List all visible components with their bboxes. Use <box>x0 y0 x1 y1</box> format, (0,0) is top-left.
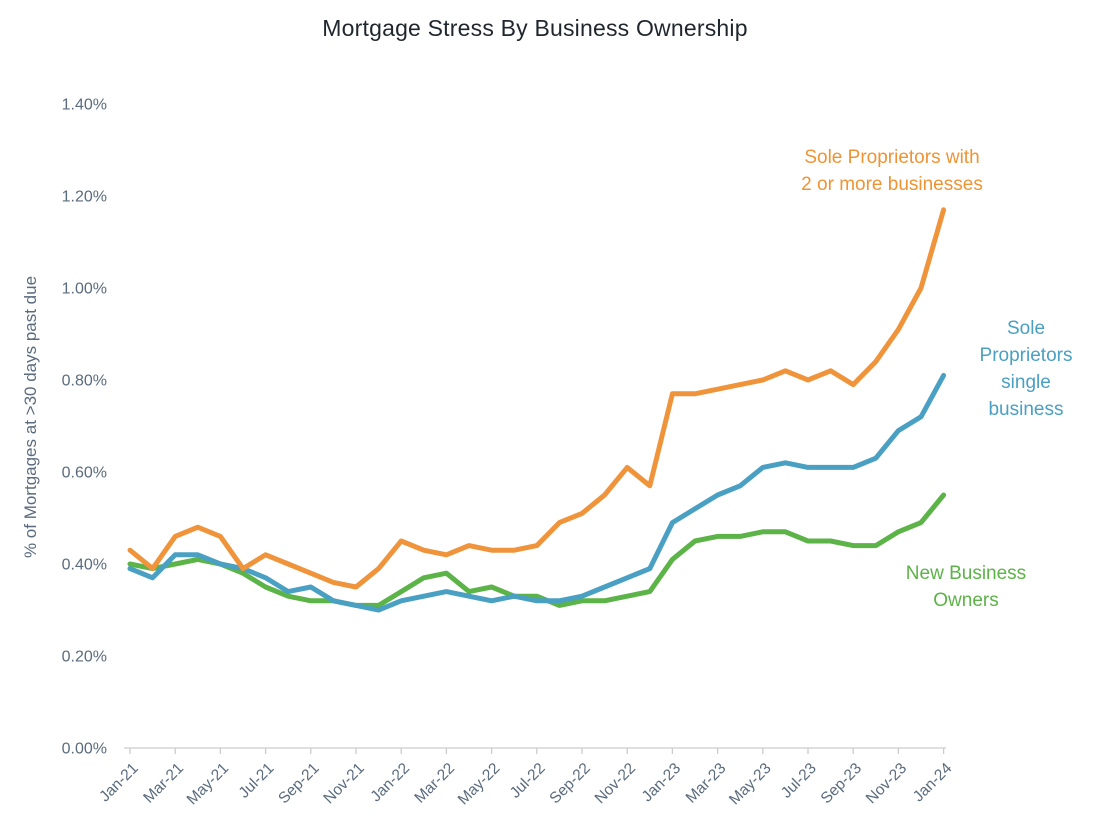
x-tick-label: Sep-23 <box>818 760 865 807</box>
y-tick-label: 0.20% <box>62 649 107 666</box>
y-tick-label: 0.60% <box>62 465 107 482</box>
x-tick-label: Nov-21 <box>320 760 367 807</box>
series-label-multi-business: Sole Proprietors with 2 or more business… <box>801 147 983 195</box>
series-label-new-business-owners: New Business Owners <box>905 563 1027 611</box>
series-line-new-business-owners <box>127 492 947 608</box>
series-line-sole-prop-multi <box>127 207 947 590</box>
x-tick-label: May-23 <box>726 760 775 809</box>
x-tick-label: Sep-22 <box>546 760 593 807</box>
x-tick-label: Mar-23 <box>683 760 730 807</box>
x-tick-label: Jul-22 <box>507 760 549 802</box>
x-tick-label: Jan-22 <box>367 760 413 806</box>
y-tick-label: 0.80% <box>62 373 107 390</box>
x-tick-label: Mar-22 <box>411 760 458 807</box>
y-axis-tick-labels: 0.00% 0.20% 0.40% 0.60% 0.80% 1.00% 1.20% 1.40% <box>62 97 107 758</box>
x-tick-label: Jan-24 <box>910 760 956 806</box>
x-tick-label: Jul-23 <box>778 760 820 802</box>
y-tick-label: 1.40% <box>62 97 107 114</box>
series-label-single-business: Sole Proprietors single business <box>979 318 1073 420</box>
x-tick-label: Jul-21 <box>236 760 278 802</box>
y-tick-label: 0.00% <box>62 741 107 758</box>
x-tick-label: Jan-21 <box>96 760 142 806</box>
x-tick-label: Nov-23 <box>863 760 910 807</box>
y-tick-label: 1.00% <box>62 281 107 298</box>
x-tick-label: Mar-21 <box>140 760 187 807</box>
y-tick-label: 0.40% <box>62 557 107 574</box>
y-tick-label: 1.20% <box>62 189 107 206</box>
chart-title: Mortgage Stress By Business Ownership <box>322 15 748 41</box>
x-tick-label: May-22 <box>455 760 504 809</box>
x-tick-label: Sep-21 <box>275 760 322 807</box>
x-tick-label: May-21 <box>184 760 233 809</box>
series-line-sole-prop-single <box>127 372 947 613</box>
x-tick-label: Nov-22 <box>592 760 639 807</box>
x-tick-label: Jan-23 <box>639 760 685 806</box>
